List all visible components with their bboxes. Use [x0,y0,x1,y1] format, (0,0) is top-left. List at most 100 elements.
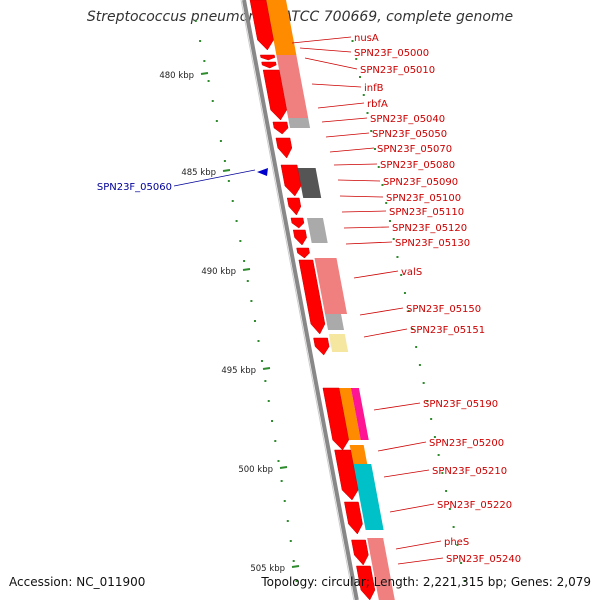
label-leader [359,307,404,316]
gene-label[interactable]: SPN23F_05240 [446,554,521,565]
minor-tick [426,400,429,402]
gene-label[interactable]: SPN23F_05130 [395,238,470,249]
minor-tick [211,100,214,102]
scale-tick-label: 480 kbp [159,71,194,81]
feature-track [350,388,369,440]
gene-arrow[interactable] [292,229,307,246]
label-leader [397,557,444,565]
gene-label[interactable]: SPN23F_05080 [380,160,455,171]
minor-tick [388,220,391,222]
minor-tick [283,500,286,502]
gene-label[interactable]: SPN23F_05220 [437,500,512,511]
label-leader [317,102,365,109]
minor-tick [415,346,418,348]
gene-arrows[interactable] [249,0,376,600]
feature-track [314,258,348,314]
minor-tick [199,40,202,42]
feature-track [367,538,395,600]
label-leader [353,270,399,279]
reverse-gene-arrow[interactable] [257,168,268,176]
minor-tick [286,520,289,522]
gene-arrow[interactable] [334,449,359,501]
gene-arrow[interactable] [286,197,302,216]
gene-label[interactable]: SPN23F_05010 [360,65,435,76]
accession-label: Accession: NC_011900 [9,575,146,589]
gene-arrow[interactable] [275,137,293,159]
gene-arrow[interactable] [260,54,276,61]
gene-label[interactable]: SPN23F_05100 [386,193,461,204]
gene-arrow[interactable] [290,217,305,229]
gene-arrow[interactable] [296,247,310,259]
minor-tick [203,60,206,62]
gene-label[interactable]: SPN23F_05050 [372,129,447,140]
feature-track [266,0,297,55]
gene-label[interactable]: infB [364,83,384,94]
minor-tick [456,544,459,546]
gene-arrow[interactable] [344,501,363,535]
minor-tick [257,340,260,342]
gene-labels[interactable]: nusA SPN23F_05000 SPN23F_05010 infB rbfA SPN2… [97,33,521,565]
minor-tick [351,40,354,42]
minor-tick [392,238,395,240]
topology-label: Topology: circular; Length: 2,221,315 bp… [261,575,591,589]
gene-arrow[interactable] [249,0,274,51]
feature-track [338,388,361,440]
gene-arrow[interactable] [280,164,302,197]
gene-arrow[interactable] [351,539,369,566]
label-leader [373,402,421,411]
minor-tick [422,382,425,384]
gene-label[interactable]: valS [401,267,422,278]
gene-arrow[interactable] [272,121,289,135]
gene-label[interactable]: SPN23F_05190 [423,399,498,410]
gene-arrow[interactable] [313,337,330,356]
minor-tick [207,80,210,82]
gene-arrow[interactable] [262,69,287,121]
gene-label[interactable]: SPN23F_05040 [370,114,445,125]
backbone-edge [240,0,355,600]
scale-ticks: 480 kbp 485 kbp 490 kbp 495 kbp 500 kbp 505 k… [159,71,300,574]
scale-tick [262,367,271,370]
gene-arrow[interactable] [261,61,277,69]
gene-label[interactable]: SPN23F_05070 [377,144,452,155]
gene-arrow[interactable] [322,387,349,451]
scale-tick [279,466,288,469]
minor-tick [243,260,246,262]
feature-track [353,464,384,530]
gene-label[interactable]: rbfA [367,99,388,110]
genome-backbone [240,0,359,600]
minor-tick [359,76,362,78]
minor-tick [280,480,283,482]
gene-label[interactable]: SPN23F_05200 [429,438,504,449]
gene-label[interactable]: nusA [354,33,379,44]
minor-tick [400,274,403,276]
gene-arrow[interactable] [298,259,326,335]
label-leader [363,328,408,338]
gene-label[interactable]: SPN23F_05120 [392,223,467,234]
minor-tick [264,380,267,382]
minor-tick [267,400,270,402]
label-leader [377,441,427,452]
gene-label[interactable]: SPN23F_05150 [406,304,481,315]
feature-track [328,334,349,352]
label-leader [345,241,393,245]
gene-label[interactable]: SPN23F_05000 [354,48,429,59]
minor-tick [377,166,380,168]
gene-label[interactable]: pheS [444,537,469,548]
scale-tick [200,72,209,75]
gene-label[interactable]: SPN23F_05090 [383,177,458,188]
minor-tick [227,180,230,182]
minor-tick [295,580,298,582]
tick-dots [194,20,466,582]
gene-label[interactable]: SPN23F_05110 [389,207,464,218]
gene-label-reverse[interactable]: SPN23F_05060 [97,182,172,193]
minor-tick [274,440,277,442]
gene-label[interactable]: SPN23F_05151 [410,325,485,336]
minor-tick [373,148,376,150]
gene-label[interactable]: SPN23F_05210 [432,466,507,477]
backbone-line [242,0,359,600]
minor-tick [407,310,410,312]
minor-tick [235,220,238,222]
minor-tick [385,202,388,204]
gene-arrow[interactable] [356,565,376,600]
